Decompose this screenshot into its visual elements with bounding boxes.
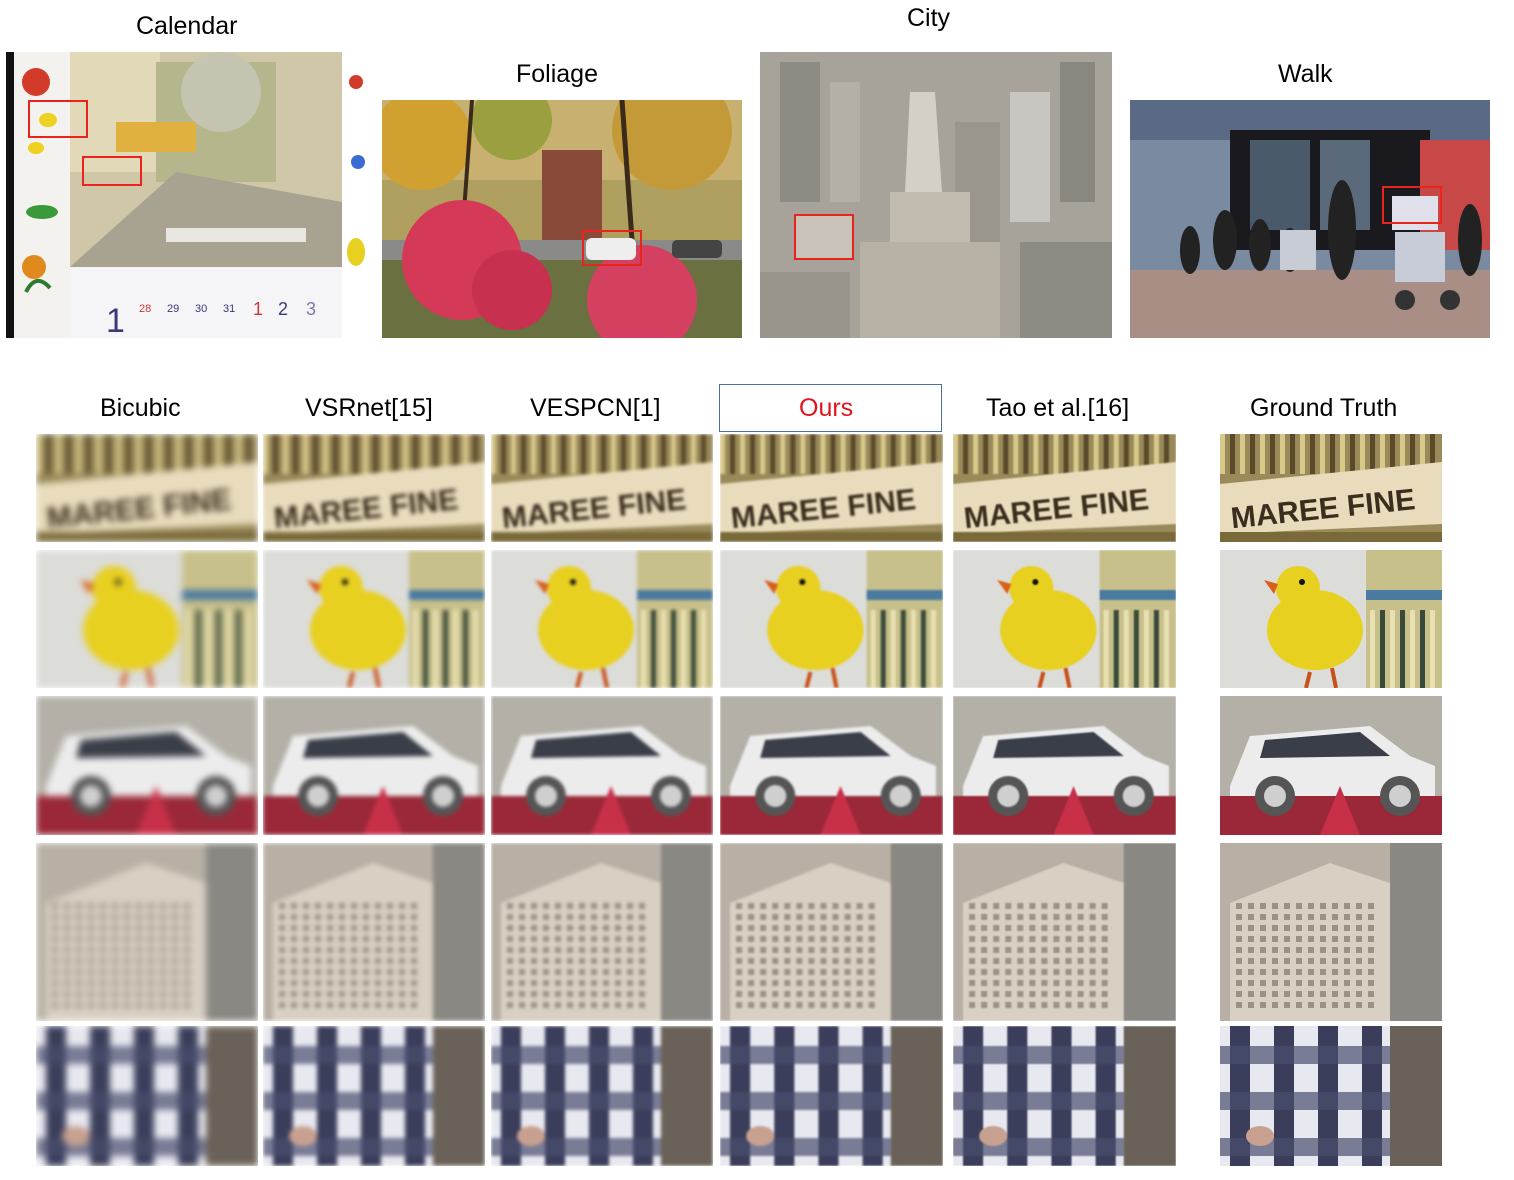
crop-chick-4 (953, 550, 1176, 688)
calendar-digit: 31 (223, 303, 235, 315)
calendar-digit: 30 (195, 303, 207, 315)
crop-shirt-0 (36, 1026, 258, 1166)
calendar-digit: 1 (253, 299, 263, 319)
ours-highlight-box (719, 384, 942, 432)
scene-label-calendar: Calendar (136, 12, 238, 40)
crop-chick-0 (36, 550, 258, 688)
crop-bldg-4 (953, 843, 1176, 1021)
method-label-vespcn: VESPCN[1] (530, 394, 661, 422)
roi-box-car (582, 230, 642, 266)
roi-box-sign (82, 156, 142, 186)
calendar-digit: 2 (278, 299, 288, 319)
crop-sign-3: MAREE FINE (720, 434, 943, 542)
method-label-vsrnet: VSRnet[15] (305, 394, 433, 422)
crop-car-4 (953, 696, 1176, 835)
crop-bldg-5 (1220, 843, 1442, 1021)
crop-sign-4: MAREE FINE (953, 434, 1176, 542)
crop-chick-2 (491, 550, 713, 688)
roi-box-shirt (1382, 186, 1442, 224)
scene-label-walk: Walk (1278, 60, 1333, 88)
roi-box-chick (28, 100, 88, 138)
scene-label-foliage: Foliage (516, 60, 598, 88)
crop-shirt-4 (953, 1026, 1176, 1166)
method-label-ground-truth: Ground Truth (1250, 394, 1398, 422)
scene-label-city: City (907, 4, 951, 32)
crop-bldg-2 (491, 843, 713, 1021)
roi-box-building (794, 214, 854, 260)
crop-bldg-1 (263, 843, 485, 1021)
crop-car-2 (491, 696, 713, 835)
crop-shirt-5 (1220, 1026, 1442, 1166)
method-label-ours: Ours (799, 394, 854, 422)
crop-shirt-2 (491, 1026, 713, 1166)
crop-sign-2: MAREE FINE (491, 434, 713, 542)
crop-chick-1 (263, 550, 485, 688)
method-label-bicubic: Bicubic (100, 394, 181, 422)
calendar-digit-big: 1 (106, 302, 125, 338)
crop-chick-5 (1220, 550, 1442, 688)
crop-car-3 (720, 696, 943, 835)
crop-car-5 (1220, 696, 1442, 835)
crop-car-0 (36, 696, 258, 835)
crop-chick-3 (720, 550, 943, 688)
calendar-digit: 28 (139, 303, 151, 315)
crop-sign-5: MAREE FINE (1220, 434, 1442, 542)
crop-bldg-3 (720, 843, 943, 1021)
crop-shirt-1 (263, 1026, 485, 1166)
calendar-digit: 29 (167, 303, 179, 315)
calendar-digit: 3 (306, 299, 316, 319)
scene-image-calendar: 1 28 29 30 31 1 2 3 (6, 52, 366, 338)
crop-car-1 (263, 696, 485, 835)
scene-image-city (760, 52, 1112, 338)
crop-bldg-0 (36, 843, 258, 1021)
crop-sign-1: MAREE FINE (263, 434, 485, 542)
scene-image-foliage (382, 100, 742, 338)
scene-image-walk (1130, 100, 1490, 338)
crop-shirt-3 (720, 1026, 943, 1166)
crop-sign-0: MAREE FINE (36, 434, 258, 542)
method-label-tao: Tao et al.[16] (986, 394, 1130, 422)
